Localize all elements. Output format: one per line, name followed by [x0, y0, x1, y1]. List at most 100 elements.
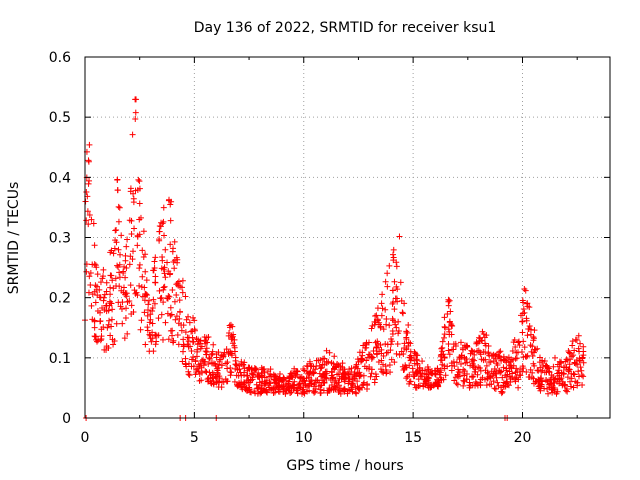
data-point	[568, 370, 575, 377]
data-point	[556, 376, 563, 383]
data-point	[472, 382, 479, 389]
data-point	[210, 341, 217, 348]
data-point	[83, 189, 90, 196]
data-point	[425, 371, 432, 378]
data-point	[261, 386, 268, 393]
data-point	[218, 362, 225, 369]
data-point	[219, 353, 226, 360]
data-point	[167, 304, 174, 311]
data-point	[363, 344, 370, 351]
data-point	[406, 380, 413, 387]
data-point	[480, 330, 487, 337]
data-point	[321, 380, 328, 387]
data-point	[142, 251, 149, 258]
data-point	[255, 369, 262, 376]
data-point	[545, 368, 552, 375]
data-point	[560, 371, 567, 378]
data-point	[124, 236, 131, 243]
data-point	[368, 370, 375, 377]
data-point	[177, 308, 184, 315]
data-point	[91, 324, 98, 331]
data-point	[100, 273, 107, 280]
data-point	[260, 366, 267, 373]
data-point	[300, 365, 307, 372]
data-point	[105, 345, 112, 352]
data-point	[374, 316, 381, 323]
data-point	[286, 387, 293, 394]
data-point	[388, 356, 395, 363]
data-point	[354, 378, 361, 385]
data-point	[375, 358, 382, 365]
data-point	[440, 376, 447, 383]
data-point	[498, 368, 505, 375]
data-point	[360, 342, 367, 349]
data-point	[235, 372, 242, 379]
data-point	[515, 384, 522, 391]
data-point	[474, 347, 481, 354]
data-point	[445, 302, 452, 309]
data-point	[446, 351, 453, 358]
data-point	[149, 320, 156, 327]
data-point	[380, 326, 387, 333]
data-point	[135, 176, 142, 183]
data-point	[108, 323, 115, 330]
data-point	[391, 278, 398, 285]
data-point	[100, 324, 107, 331]
data-point	[387, 369, 394, 376]
data-point	[182, 293, 189, 300]
data-point	[382, 278, 389, 285]
data-point	[231, 342, 238, 349]
data-point	[113, 320, 120, 327]
data-point	[386, 262, 393, 269]
data-point	[167, 241, 174, 248]
data-point	[132, 96, 139, 103]
data-point	[452, 343, 459, 350]
data-point	[161, 232, 168, 239]
data-point	[225, 349, 232, 356]
data-point	[180, 343, 187, 350]
data-point	[263, 377, 270, 384]
data-point	[487, 359, 494, 366]
data-point	[127, 282, 134, 289]
data-point	[517, 366, 524, 373]
data-point	[197, 345, 204, 352]
data-point	[83, 217, 90, 224]
chart-title: Day 136 of 2022, SRMTID for receiver ksu…	[194, 20, 497, 36]
data-point	[480, 348, 487, 355]
data-point	[368, 355, 375, 362]
data-point	[419, 373, 426, 380]
data-point	[85, 158, 92, 165]
data-point	[188, 356, 195, 363]
data-point	[413, 370, 420, 377]
data-point	[88, 216, 95, 223]
data-point	[185, 313, 192, 320]
data-point	[213, 365, 220, 372]
data-point	[97, 309, 104, 316]
data-point	[519, 329, 526, 336]
data-point	[162, 319, 169, 326]
data-point	[550, 373, 557, 380]
data-point	[237, 369, 244, 376]
data-point	[174, 259, 181, 266]
data-point	[566, 361, 573, 368]
data-point	[554, 361, 561, 368]
data-point	[422, 378, 429, 385]
data-point	[127, 188, 134, 195]
data-point	[141, 284, 148, 291]
data-point	[434, 365, 441, 372]
data-point	[349, 373, 356, 380]
data-point	[236, 381, 243, 388]
data-point	[305, 374, 312, 381]
data-point	[195, 361, 202, 368]
data-point	[226, 329, 233, 336]
data-point	[394, 341, 401, 348]
data-point	[386, 362, 393, 369]
data-point	[130, 248, 137, 255]
data-point	[156, 287, 163, 294]
data-point	[579, 382, 586, 389]
data-point	[457, 339, 464, 346]
data-point	[377, 366, 384, 373]
data-point	[97, 337, 104, 344]
data-point	[94, 271, 101, 278]
data-point	[439, 344, 446, 351]
